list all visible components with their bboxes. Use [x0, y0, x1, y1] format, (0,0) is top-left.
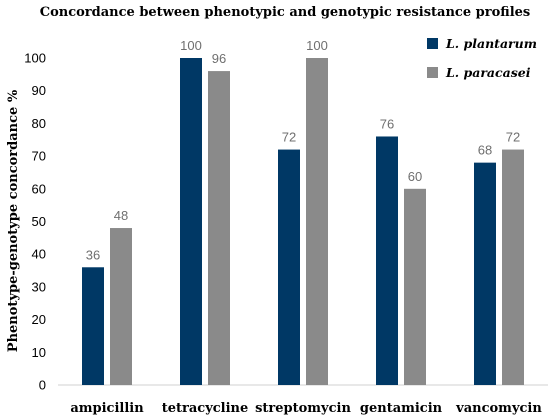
data-label: 48: [114, 208, 128, 223]
plot-area: 0 10 20 30 40 50 60 70 80 90 100 36 48 ampicillin 100 9…: [24, 38, 548, 416]
y-tick-label: 10: [32, 345, 46, 360]
x-tick-label: gentamicin: [360, 401, 443, 416]
data-label: 100: [306, 38, 328, 53]
chart-title: Concordance between phenotypic and genot…: [40, 5, 531, 20]
x-tick-label: ampicillin: [70, 401, 144, 416]
y-tick-label: 60: [32, 181, 46, 196]
y-tick-label: 90: [32, 83, 46, 98]
y-tick-label: 30: [32, 279, 46, 294]
bar: [306, 58, 328, 385]
y-axis-label: Phenotype-genotype concordance %: [6, 89, 21, 352]
bar: [502, 149, 524, 385]
data-label: 72: [282, 130, 296, 145]
data-label: 72: [506, 130, 520, 145]
data-label: 68: [478, 143, 492, 158]
legend-label: L. plantarum: [445, 36, 537, 51]
y-tick-label: 0: [39, 378, 46, 393]
y-tick-label: 50: [32, 214, 46, 229]
legend-swatch: [427, 67, 438, 78]
legend: L. plantarum L. paracasei: [427, 36, 537, 80]
x-tick-label: streptomycin: [255, 401, 351, 416]
y-tick-label: 40: [32, 247, 46, 262]
data-label: 36: [86, 247, 100, 262]
data-label: 100: [180, 38, 202, 53]
data-label: 96: [212, 51, 226, 66]
bar: [474, 162, 496, 385]
y-tick-label: 70: [32, 149, 46, 164]
y-tick-label: 20: [32, 312, 46, 327]
bar: [208, 71, 230, 385]
legend-swatch: [427, 38, 438, 49]
x-tick-label: tetracycline: [162, 401, 249, 416]
y-tick-label: 80: [32, 116, 46, 131]
bar: [404, 188, 426, 385]
bar: [110, 228, 132, 385]
bar: [180, 58, 202, 385]
bar: [278, 149, 300, 385]
data-label: 60: [408, 169, 422, 184]
x-tick-label: vancomycin: [455, 401, 542, 416]
data-label: 76: [380, 116, 394, 131]
bar: [82, 267, 104, 385]
bar: [376, 136, 398, 385]
y-tick-label: 100: [24, 51, 46, 66]
legend-label: L. paracasei: [445, 65, 531, 80]
